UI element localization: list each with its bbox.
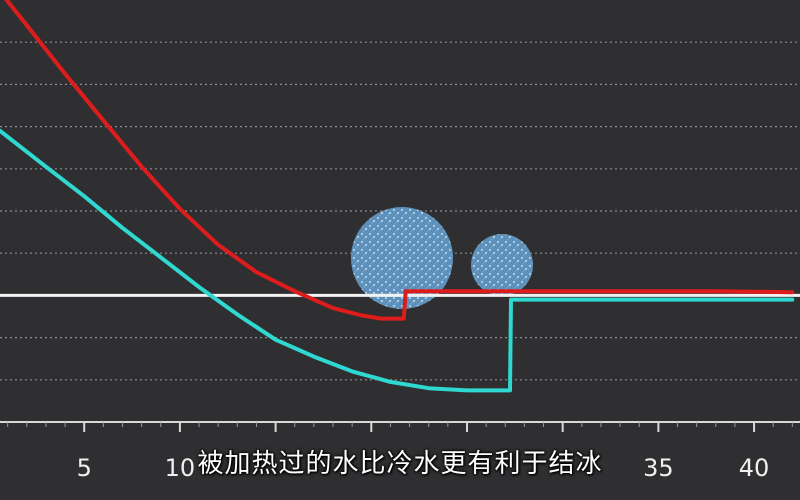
ice-crystals xyxy=(351,207,533,309)
x-tick-label: 40 xyxy=(739,454,770,482)
series-line-2 xyxy=(0,128,795,393)
x-tick-label: 35 xyxy=(643,454,674,482)
x-tick-label: 5 xyxy=(77,454,92,482)
series-lines xyxy=(0,0,795,393)
ice-crystal-large xyxy=(351,207,453,309)
series-line-1 xyxy=(4,0,795,321)
x-tick-labels: 5 10 35 40 xyxy=(77,454,770,482)
x-tick-label: 10 xyxy=(165,454,196,482)
x-axis xyxy=(0,421,800,432)
ice-crystal-small xyxy=(471,234,533,296)
